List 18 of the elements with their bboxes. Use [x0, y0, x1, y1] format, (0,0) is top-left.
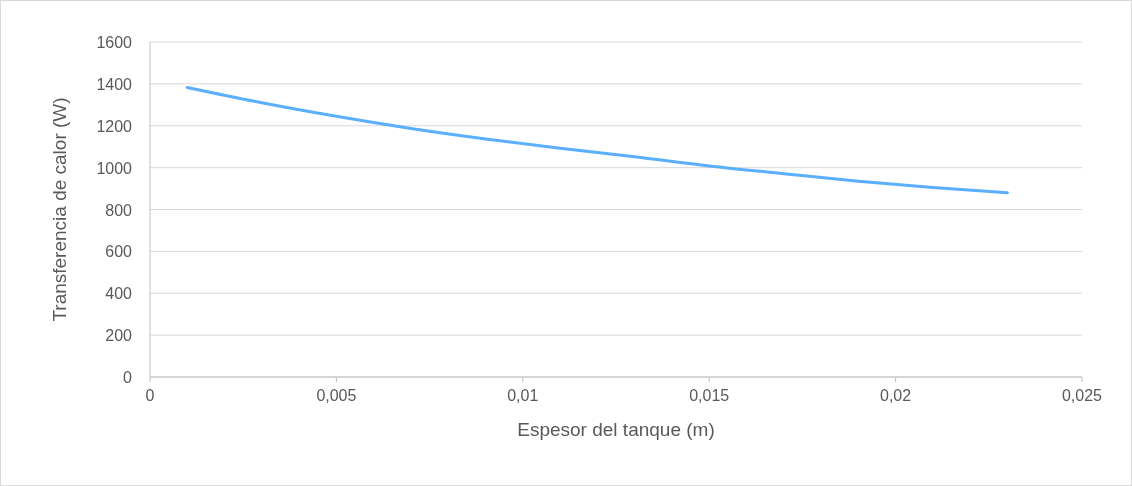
x-tick-label: 0,015	[689, 387, 730, 404]
line-series	[185, 85, 1009, 195]
y-tick-label: 800	[105, 201, 133, 219]
x-tick-label: 0,025	[1061, 387, 1103, 404]
y-tick-label: 1000	[96, 159, 133, 177]
y-tick-label: 1200	[96, 117, 133, 135]
y-tick-label: 600	[105, 243, 133, 261]
x-tick-label: 0,005	[316, 387, 357, 404]
x-tick-label: 0,01	[507, 387, 539, 404]
y-tick-label: 0	[123, 369, 133, 386]
x-tick-label: 0	[145, 387, 155, 404]
y-tick-label: 1400	[96, 75, 133, 93]
x-tick-label: 0,02	[880, 387, 912, 404]
y-tick-label: 400	[105, 285, 133, 303]
x-axis-title: Espesor del tanque (m)	[517, 419, 715, 440]
y-axis-title: Transferencia de calor (W)	[49, 97, 70, 322]
y-tick-label: 1600	[96, 34, 133, 51]
y-tick-label: 200	[105, 327, 133, 345]
